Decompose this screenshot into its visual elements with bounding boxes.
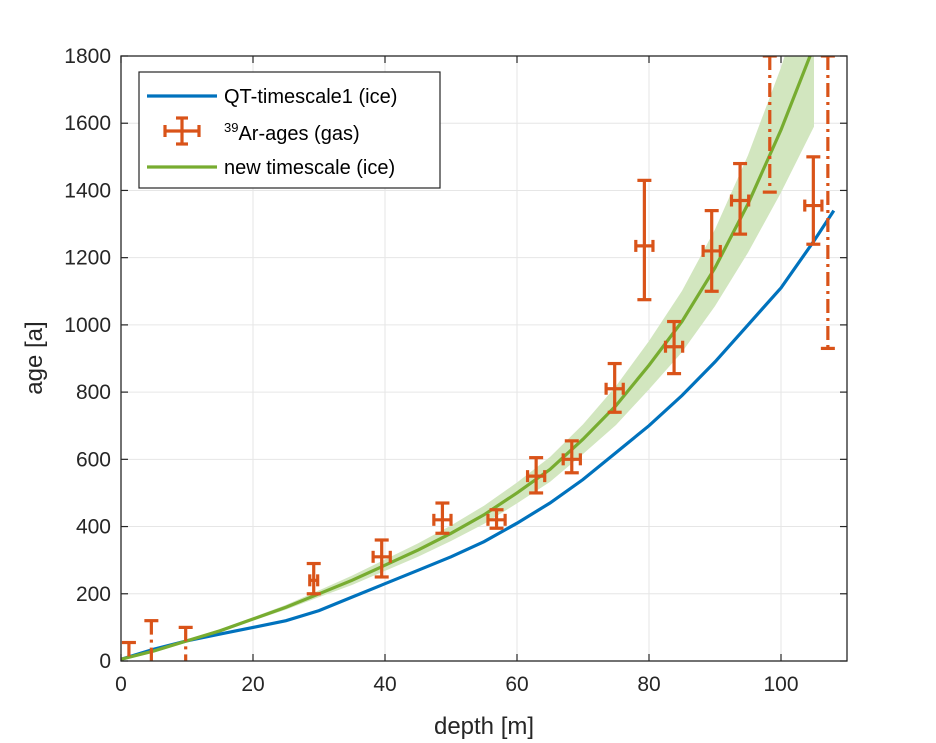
x-tick-label: 60 <box>505 673 528 696</box>
ar-age-point <box>486 508 507 530</box>
ar-age-point <box>820 56 835 351</box>
ar-age-point <box>561 439 582 475</box>
y-tick-label: 1200 <box>64 247 111 270</box>
ar-age-point <box>762 56 777 194</box>
ar-age-point <box>371 538 392 579</box>
plot-frame <box>120 55 848 662</box>
legend-qt-label: QT-timescale1 (ice) <box>224 86 397 108</box>
y-axis-title: age [a] <box>21 321 48 394</box>
ar-age-point <box>178 625 193 661</box>
ar-ages-errorbars <box>121 56 835 661</box>
x-tick-label: 100 <box>763 673 798 696</box>
y-tick-label: 1800 <box>64 45 111 68</box>
ar-age-point <box>432 501 453 535</box>
x-tick-labels: 0 20 40 60 80 100 <box>115 673 798 696</box>
legend-ar-label: Ar-ages (gas) <box>238 123 359 145</box>
ar-age-point <box>701 209 722 293</box>
y-tick-label: 0 <box>99 650 111 673</box>
y-tick-label: 400 <box>76 516 111 539</box>
y-tick-label: 800 <box>76 381 111 404</box>
qt-timescale-line <box>121 209 836 661</box>
x-tick-label: 0 <box>115 673 127 696</box>
legend-box <box>138 71 441 189</box>
y-tick-label: 200 <box>76 583 111 606</box>
ar-age-point <box>803 155 824 246</box>
x-tick-label: 40 <box>373 673 396 696</box>
legend-ar-superscript: 39 <box>224 120 238 135</box>
y-tick-label: 1000 <box>64 314 111 337</box>
legend-ar-swatch <box>163 116 201 146</box>
legend-green-label: new timescale (ice) <box>224 157 395 179</box>
ar-age-point <box>604 361 625 414</box>
ar-age-point <box>634 178 655 302</box>
ar-age-point <box>306 561 321 596</box>
ar-age-point <box>525 456 547 495</box>
legend: QT-timescale1 (ice) 39Ar-ages (gas) new … <box>138 71 441 189</box>
new-timescale-line <box>121 56 812 661</box>
x-tick-label: 80 <box>637 673 660 696</box>
ar-age-point <box>729 161 751 236</box>
ar-age-point <box>663 319 685 376</box>
legend-ar-label-group: 39Ar-ages (gas) <box>224 120 360 145</box>
x-axis-title: depth [m] <box>434 713 534 740</box>
y-tick-label: 1400 <box>64 179 111 202</box>
ar-age-point <box>144 619 159 661</box>
y-tick-label: 600 <box>76 448 111 471</box>
axis-ticks <box>120 55 847 662</box>
y-tick-labels: 0 200 400 600 800 1000 1200 1400 1600 1800 <box>64 45 111 673</box>
y-tick-label: 1600 <box>64 112 111 135</box>
ar-age-point <box>121 640 136 661</box>
x-tick-label: 20 <box>241 673 264 696</box>
